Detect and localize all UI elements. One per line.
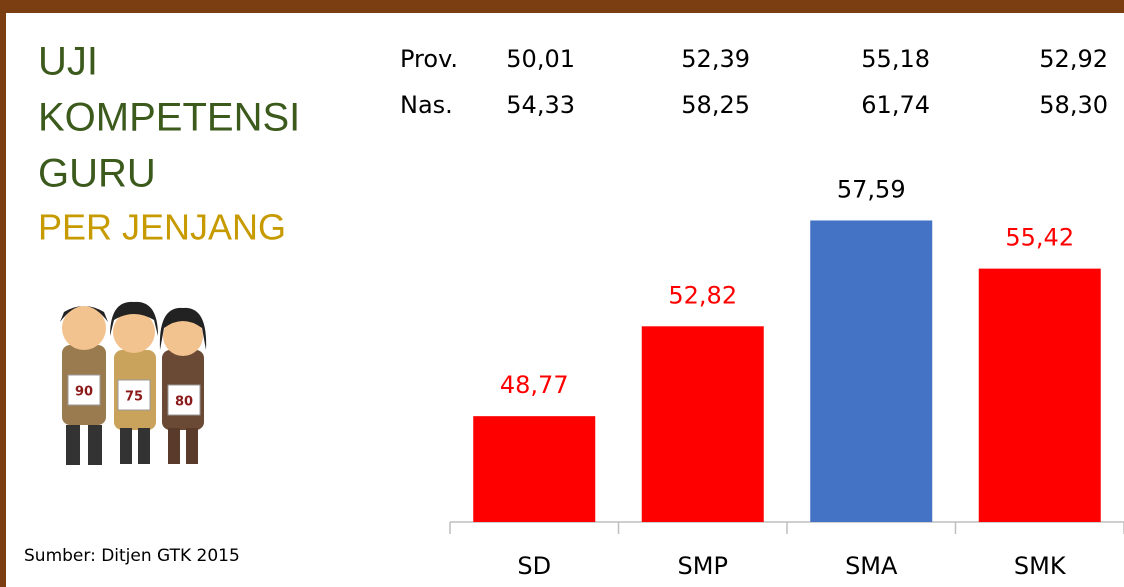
subtitle: PER JENJANG [38, 207, 286, 248]
row-value: 55,18 [861, 45, 930, 73]
x-tick-label: SMP [678, 552, 728, 580]
row-value: 58,25 [681, 91, 750, 119]
badge-number: 75 [125, 390, 143, 405]
bar [810, 220, 933, 523]
bar [641, 326, 764, 522]
illustration: 90 75 80 [60, 301, 207, 465]
row-value: 54,33 [506, 91, 575, 119]
row-value: 58,30 [1039, 91, 1108, 119]
top-border [0, 0, 1124, 13]
x-tick-label: SD [517, 552, 551, 580]
x-tick-label: SMA [845, 552, 898, 580]
row-value: 61,74 [861, 91, 930, 119]
title-line: KOMPETENSI [38, 96, 300, 140]
value-label: 57,59 [837, 175, 906, 203]
row-label: Nas. [400, 91, 453, 119]
value-label: 48,77 [500, 371, 569, 399]
value-label: 52,82 [668, 281, 737, 309]
title-line: GURU [38, 152, 156, 196]
row-value: 52,39 [681, 45, 750, 73]
row-label: Prov. [400, 45, 458, 73]
source: Sumber: Ditjen GTK 2015 [24, 546, 240, 566]
bar [978, 268, 1101, 522]
row-value: 50,01 [506, 45, 575, 73]
badge-number: 90 [75, 385, 93, 400]
badge-number: 80 [175, 395, 193, 410]
left-border [0, 0, 6, 587]
value-label: 55,42 [1005, 224, 1074, 252]
title-line: UJI [38, 40, 98, 84]
x-tick-label: SMK [1014, 552, 1067, 580]
row-value: 52,92 [1039, 45, 1108, 73]
bar [473, 416, 596, 522]
